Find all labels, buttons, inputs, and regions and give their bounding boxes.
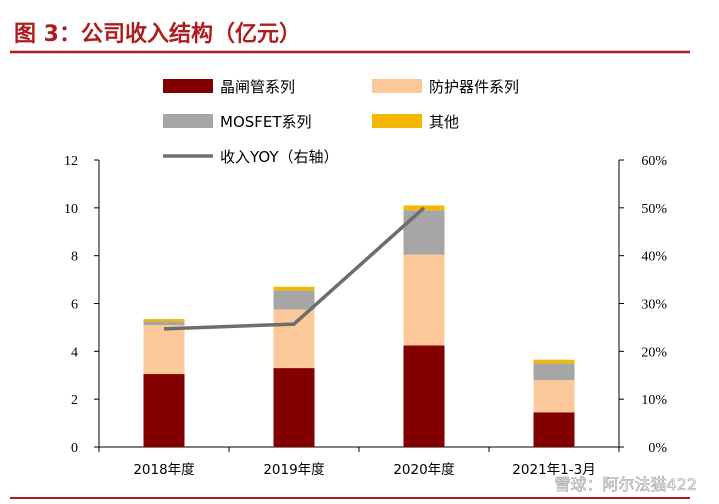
y2-tick-label: 20% bbox=[641, 345, 667, 360]
bars bbox=[143, 205, 575, 447]
legend-swatch-protection bbox=[372, 79, 422, 93]
axes: 0 2 4 6 8 10 12 0% 10% 20% 30% 40% 50% 60% 2018年度 2019年… bbox=[64, 154, 667, 478]
yoy-line-layer bbox=[163, 206, 426, 331]
bar-other bbox=[533, 359, 575, 364]
legend-swatch-mosfet bbox=[163, 114, 213, 128]
bar-mosfet bbox=[143, 321, 185, 326]
legend-label-protection: 防护器件系列 bbox=[429, 78, 519, 96]
bar-mosfet bbox=[533, 363, 575, 381]
bar-other bbox=[143, 319, 185, 322]
bar-protection bbox=[143, 325, 185, 375]
bar-thyristor bbox=[533, 412, 575, 447]
legend-label-yoy: 收入YOY（右轴） bbox=[220, 148, 339, 166]
y2-tick-label: 60% bbox=[641, 154, 667, 169]
legend-label-thyristor: 晶闸管系列 bbox=[220, 78, 295, 96]
x-tick-label: 2020年度 bbox=[393, 462, 454, 478]
y-tick-label: 4 bbox=[71, 345, 78, 360]
legend-swatch-thyristor bbox=[163, 79, 213, 93]
bar-thyristor bbox=[143, 374, 185, 447]
x-tick-label: 2019年度 bbox=[263, 462, 324, 478]
x-tick-label: 2021年1-3月 bbox=[512, 462, 595, 478]
bar-protection bbox=[533, 380, 575, 413]
legend: 晶闸管系列 防护器件系列 MOSFET系列 其他 收入YOY（右轴） bbox=[163, 78, 519, 166]
bar-other bbox=[273, 286, 315, 291]
bar-thyristor bbox=[403, 345, 445, 447]
y-tick-label: 0 bbox=[71, 441, 78, 456]
watermark-text: 雪球：阿尔法猫422 bbox=[554, 475, 697, 494]
bar-protection bbox=[273, 309, 315, 369]
bar-protection bbox=[403, 254, 445, 346]
bar-mosfet bbox=[403, 210, 445, 255]
y2-tick-label: 40% bbox=[641, 250, 667, 265]
legend-label-other: 其他 bbox=[429, 113, 459, 131]
y-tick-label: 8 bbox=[71, 250, 78, 265]
x-tick-label: 2018年度 bbox=[133, 462, 194, 478]
y-tick-label: 6 bbox=[71, 298, 78, 313]
bar-mosfet bbox=[273, 290, 315, 310]
y2-tick-label: 50% bbox=[641, 202, 667, 217]
y2-tick-label: 0% bbox=[648, 441, 667, 456]
figure-title: 图 3：公司收入结构（亿元） bbox=[14, 21, 301, 47]
y-tick-label: 10 bbox=[64, 202, 78, 217]
legend-swatch-other bbox=[372, 114, 422, 128]
legend-label-mosfet: MOSFET系列 bbox=[220, 113, 312, 131]
y-tick-label: 12 bbox=[64, 154, 78, 169]
bar-thyristor bbox=[273, 368, 315, 447]
y2-tick-label: 30% bbox=[641, 298, 667, 313]
y-tick-label: 2 bbox=[71, 393, 78, 408]
y2-tick-label: 10% bbox=[641, 393, 667, 408]
